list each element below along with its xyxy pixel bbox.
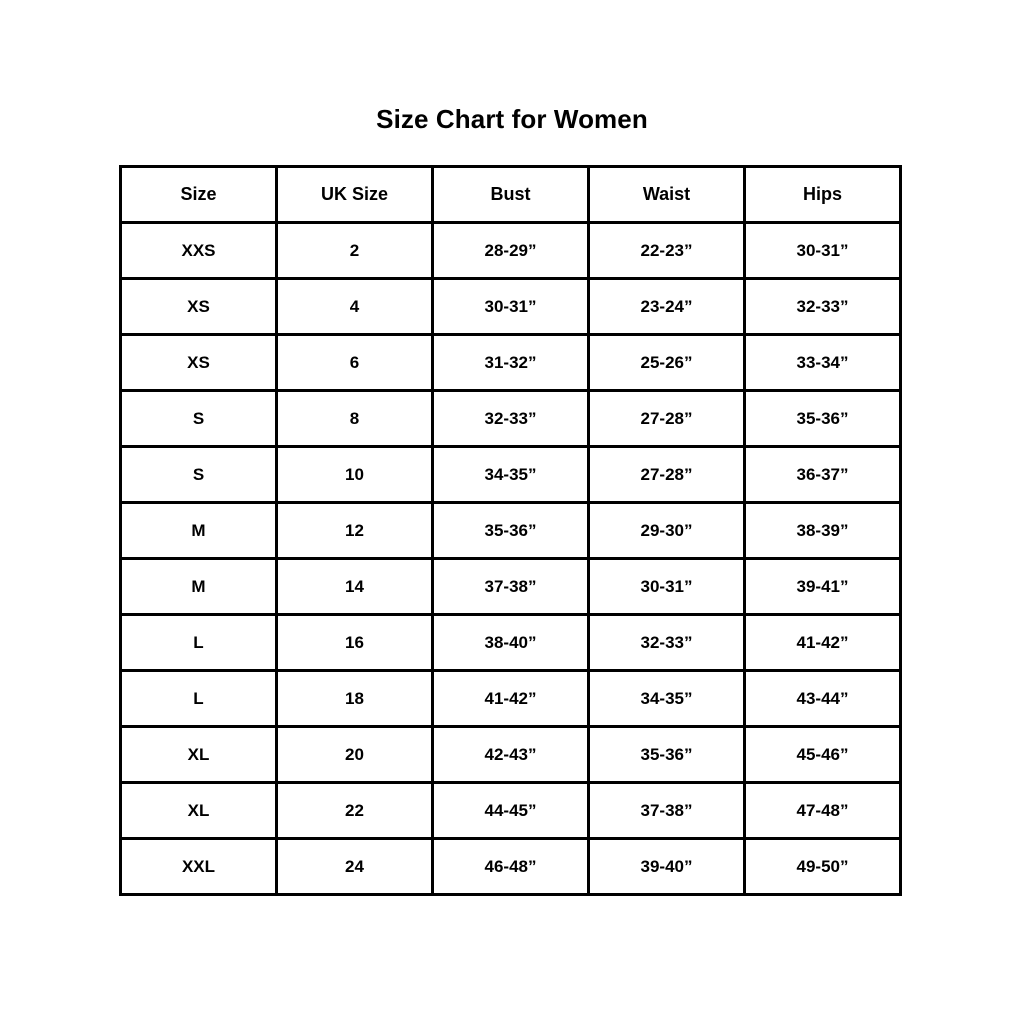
cell-waist: 27-28” — [587, 445, 746, 504]
cell-size: L — [119, 669, 278, 728]
cell-uk-size: 6 — [275, 333, 434, 392]
cell-hips: 49-50” — [743, 837, 902, 896]
table-row: XL 22 44-45” 37-38” 47-48” — [119, 781, 902, 840]
table-row: XS 4 30-31” 23-24” 32-33” — [119, 277, 902, 336]
cell-bust: 38-40” — [431, 613, 590, 672]
table-row: S 8 32-33” 27-28” 35-36” — [119, 389, 902, 448]
column-header-uk-size: UK Size — [275, 165, 434, 224]
cell-size: M — [119, 557, 278, 616]
cell-hips: 47-48” — [743, 781, 902, 840]
page-title: Size Chart for Women — [376, 104, 648, 134]
cell-uk-size: 8 — [275, 389, 434, 448]
cell-bust: 44-45” — [431, 781, 590, 840]
cell-hips: 38-39” — [743, 501, 902, 560]
cell-size: XL — [119, 725, 278, 784]
cell-bust: 30-31” — [431, 277, 590, 336]
column-header-hips: Hips — [743, 165, 902, 224]
cell-size: M — [119, 501, 278, 560]
table-row: S 10 34-35” 27-28” 36-37” — [119, 445, 902, 504]
cell-uk-size: 14 — [275, 557, 434, 616]
cell-hips: 39-41” — [743, 557, 902, 616]
cell-waist: 27-28” — [587, 389, 746, 448]
cell-waist: 25-26” — [587, 333, 746, 392]
cell-bust: 31-32” — [431, 333, 590, 392]
table-row: XS 6 31-32” 25-26” 33-34” — [119, 333, 902, 392]
cell-size: XS — [119, 333, 278, 392]
cell-waist: 34-35” — [587, 669, 746, 728]
cell-hips: 30-31” — [743, 221, 902, 280]
cell-waist: 23-24” — [587, 277, 746, 336]
table-row: XXL 24 46-48” 39-40” 49-50” — [119, 837, 902, 896]
cell-waist: 29-30” — [587, 501, 746, 560]
cell-bust: 32-33” — [431, 389, 590, 448]
table-header: Size UK Size Bust Waist Hips — [119, 165, 902, 224]
cell-size: S — [119, 445, 278, 504]
cell-hips: 45-46” — [743, 725, 902, 784]
size-chart-table: Size UK Size Bust Waist Hips XXS 2 28-29… — [119, 165, 902, 896]
cell-bust: 37-38” — [431, 557, 590, 616]
cell-uk-size: 24 — [275, 837, 434, 896]
table-row: XL 20 42-43” 35-36” 45-46” — [119, 725, 902, 784]
table-row: M 14 37-38” 30-31” 39-41” — [119, 557, 902, 616]
table-body: XXS 2 28-29” 22-23” 30-31” XS 4 30-31” 2… — [119, 221, 902, 896]
column-header-size: Size — [119, 165, 278, 224]
size-table-container: Size UK Size Bust Waist Hips XXS 2 28-29… — [119, 165, 902, 896]
cell-bust: 41-42” — [431, 669, 590, 728]
cell-bust: 46-48” — [431, 837, 590, 896]
cell-uk-size: 4 — [275, 277, 434, 336]
cell-bust: 28-29” — [431, 221, 590, 280]
column-header-bust: Bust — [431, 165, 590, 224]
cell-bust: 34-35” — [431, 445, 590, 504]
cell-bust: 35-36” — [431, 501, 590, 560]
cell-size: XL — [119, 781, 278, 840]
cell-hips: 43-44” — [743, 669, 902, 728]
cell-size: XS — [119, 277, 278, 336]
table-row: XXS 2 28-29” 22-23” 30-31” — [119, 221, 902, 280]
cell-bust: 42-43” — [431, 725, 590, 784]
cell-waist: 39-40” — [587, 837, 746, 896]
cell-waist: 22-23” — [587, 221, 746, 280]
cell-uk-size: 2 — [275, 221, 434, 280]
cell-uk-size: 16 — [275, 613, 434, 672]
cell-uk-size: 22 — [275, 781, 434, 840]
cell-waist: 37-38” — [587, 781, 746, 840]
table-row: L 16 38-40” 32-33” 41-42” — [119, 613, 902, 672]
cell-hips: 35-36” — [743, 389, 902, 448]
table-header-row: Size UK Size Bust Waist Hips — [119, 165, 902, 224]
column-header-waist: Waist — [587, 165, 746, 224]
cell-uk-size: 18 — [275, 669, 434, 728]
cell-hips: 41-42” — [743, 613, 902, 672]
cell-hips: 36-37” — [743, 445, 902, 504]
cell-hips: 33-34” — [743, 333, 902, 392]
table-row: M 12 35-36” 29-30” 38-39” — [119, 501, 902, 560]
cell-waist: 35-36” — [587, 725, 746, 784]
cell-uk-size: 12 — [275, 501, 434, 560]
cell-waist: 32-33” — [587, 613, 746, 672]
cell-size: XXL — [119, 837, 278, 896]
cell-size: S — [119, 389, 278, 448]
cell-size: L — [119, 613, 278, 672]
cell-waist: 30-31” — [587, 557, 746, 616]
cell-uk-size: 10 — [275, 445, 434, 504]
cell-size: XXS — [119, 221, 278, 280]
table-row: L 18 41-42” 34-35” 43-44” — [119, 669, 902, 728]
cell-uk-size: 20 — [275, 725, 434, 784]
cell-hips: 32-33” — [743, 277, 902, 336]
